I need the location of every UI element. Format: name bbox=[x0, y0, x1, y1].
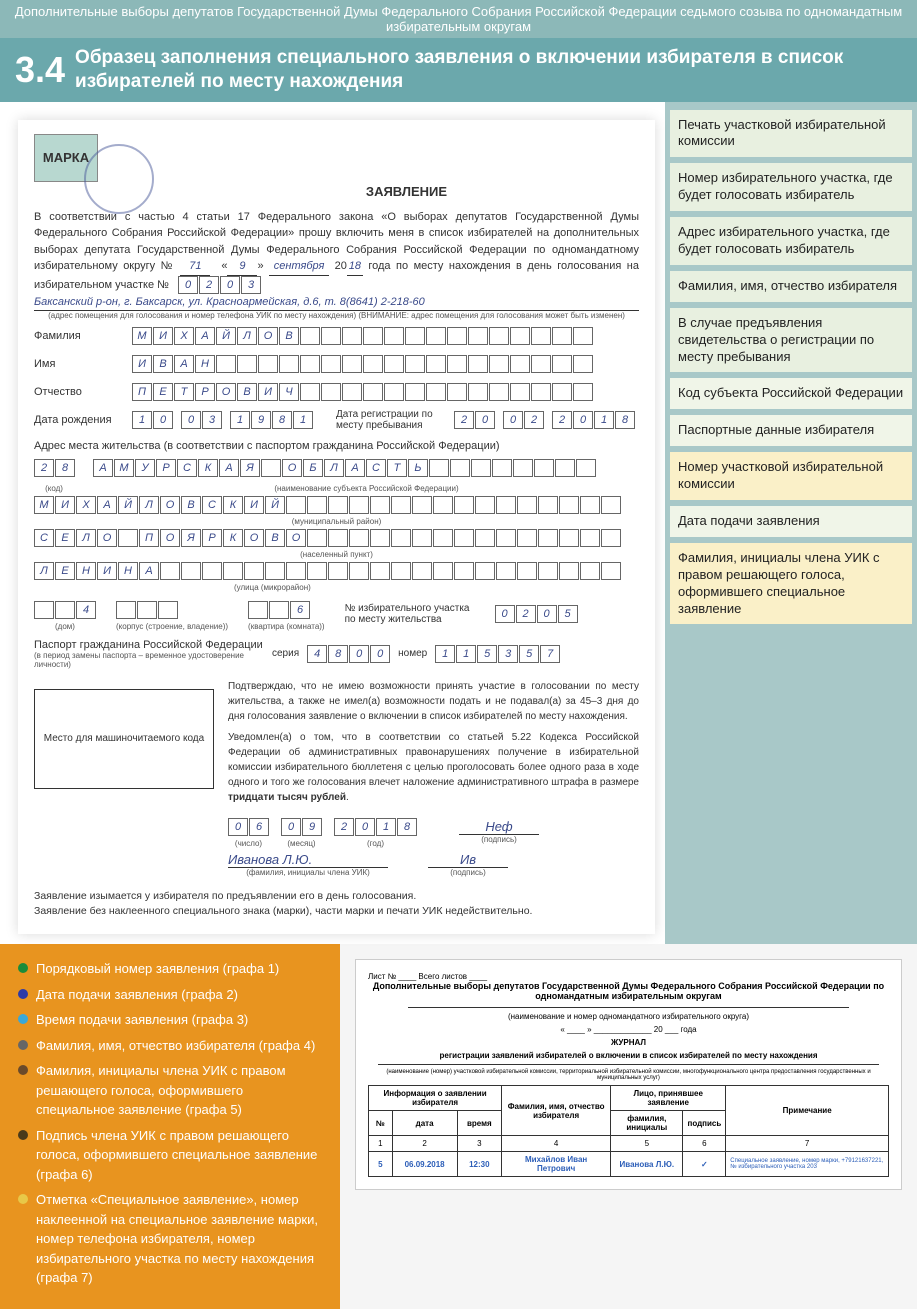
lower-section: Порядковый номер заявления (графа 1) Дата… bbox=[0, 944, 917, 1309]
bottom-notes: Заявление изымается у избирателя по пред… bbox=[34, 889, 639, 921]
callout: Дата подачи заявления bbox=[670, 506, 912, 537]
journal-form: Лист № ____ Всего листов ____ Дополнител… bbox=[355, 959, 902, 1190]
callout: В случае предъявления свидетельства о ре… bbox=[670, 308, 912, 373]
journal-table: Информация о заявлении избирателя Фамили… bbox=[368, 1085, 889, 1177]
callout: Фамилия, имя, отчество избирателя bbox=[670, 271, 912, 302]
page-title: Образец заполнения специального заявлени… bbox=[75, 46, 902, 94]
journal-column: Лист № ____ Всего листов ____ Дополнител… bbox=[340, 944, 917, 1309]
legend-item: Порядковый номер заявления (графа 1) bbox=[18, 959, 322, 979]
callout: Код субъекта Российской Федерации bbox=[670, 378, 912, 409]
header-top: Дополнительные выборы депутатов Государс… bbox=[0, 0, 917, 38]
legend: Порядковый номер заявления (графа 1) Дата… bbox=[0, 944, 340, 1309]
form-paper: МАРКА ЗАЯВЛЕНИЕ В соответствии с частью … bbox=[18, 120, 655, 935]
callout: Фамилия, инициалы члена УИК с правом реш… bbox=[670, 543, 912, 625]
form-title: ЗАЯВЛЕНИЕ bbox=[174, 184, 639, 199]
callout: Паспортные данные избирателя bbox=[670, 415, 912, 446]
callout: Номер избирательного участка, где будет … bbox=[670, 163, 912, 211]
address-note: (адрес помещения для голосования и номер… bbox=[34, 311, 639, 320]
machine-code-box: Место для машиночитаемого кода bbox=[34, 689, 214, 789]
legend-item: Фамилия, имя, отчество избирателя (графа… bbox=[18, 1036, 322, 1056]
round-seal bbox=[84, 144, 154, 214]
header-main: 3.4 Образец заполнения специального заяв… bbox=[0, 38, 917, 102]
legend-item: Время подачи заявления (графа 3) bbox=[18, 1010, 322, 1030]
form-column: МАРКА ЗАЯВЛЕНИЕ В соответствии с частью … bbox=[0, 102, 665, 945]
address-handwritten: Баксанский р-он, г. Баксарск, ул. Красно… bbox=[34, 294, 639, 311]
callout: Адрес избирательного участка, где будет … bbox=[670, 217, 912, 265]
intro-text: В соответствии с частью 4 статьи 17 Феде… bbox=[34, 209, 639, 294]
callout: Печать участковой избирательной комиссии bbox=[670, 110, 912, 158]
main-area: МАРКА ЗАЯВЛЕНИЕ В соответствии с частью … bbox=[0, 102, 917, 945]
legend-item: Фамилия, инициалы члена УИК с правом реш… bbox=[18, 1061, 322, 1120]
legend-item: Подпись члена УИК с правом решающего гол… bbox=[18, 1126, 322, 1185]
section-number: 3.4 bbox=[15, 49, 65, 91]
journal-row: 5 06.09.2018 12:30 Михайлов Иван Петрови… bbox=[369, 1152, 889, 1177]
legend-item: Отметка «Специальное заявление», номер н… bbox=[18, 1190, 322, 1288]
legend-item: Дата подачи заявления (графа 2) bbox=[18, 985, 322, 1005]
callout-column: Печать участковой избирательной комиссии… bbox=[665, 102, 917, 945]
callout: Номер участковой избирательной комиссии bbox=[670, 452, 912, 500]
address-title: Адрес места жительства (в соответствии с… bbox=[34, 440, 639, 452]
